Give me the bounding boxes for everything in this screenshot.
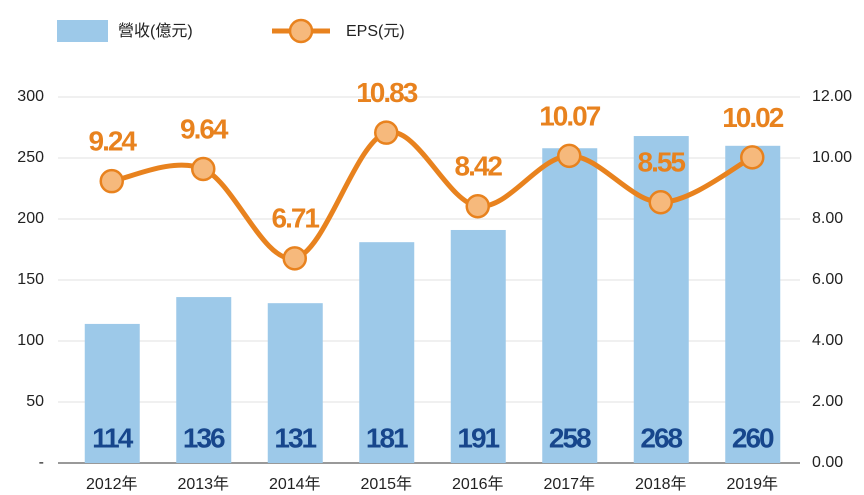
line: [111, 129, 754, 261]
y2-tick-label: 0.00: [812, 454, 843, 471]
bar-value-label: 181: [366, 422, 408, 453]
bar-value-label: 136: [183, 422, 225, 453]
point-value-label: 10.83: [356, 77, 417, 108]
y2-tick-label: 10.00: [812, 149, 852, 166]
marker: [191, 156, 216, 182]
bar: [359, 242, 415, 463]
marker: [648, 189, 673, 215]
bar: [176, 297, 232, 463]
x-tick-label: 2015年: [360, 475, 412, 493]
marker: [374, 120, 399, 145]
y2-tick-label: 4.00: [812, 332, 843, 349]
point-value-label: 10.07: [539, 100, 600, 131]
bar: [267, 303, 323, 463]
point-value-label: 9.64: [180, 113, 229, 144]
y-tick-label: -: [39, 454, 44, 471]
point-value-label: 8.55: [638, 147, 686, 178]
x-tick-label: 2018年: [635, 475, 687, 493]
y2-tick-label: 12.00: [812, 88, 852, 105]
y-tick-label: 200: [17, 210, 44, 227]
bar-value-label: 260: [732, 422, 774, 453]
legend-swatch: [57, 20, 108, 42]
marker: [99, 168, 124, 194]
point-value-label: 6.71: [272, 203, 320, 234]
point-value-label: 10.02: [722, 102, 783, 133]
marker: [740, 145, 765, 170]
marker: [465, 193, 490, 219]
legend-marker: [288, 18, 314, 44]
point-value-label: 8.42: [455, 151, 503, 182]
y2-tick-label: 2.00: [812, 393, 843, 410]
x-tick-label: 2013年: [177, 475, 229, 493]
bar-value-label: 131: [274, 422, 316, 453]
x-tick-label: 2017年: [543, 475, 595, 493]
x-tick-label: 2016年: [452, 475, 504, 493]
point-value-label: 9.24: [89, 126, 138, 157]
bar-value-label: 268: [640, 422, 682, 453]
bar: [542, 148, 598, 464]
bar: [633, 136, 689, 464]
y-tick-label: 100: [17, 332, 44, 349]
y-tick-label: 150: [17, 271, 44, 288]
x-tick-label: 2019年: [726, 475, 778, 493]
y-tick-label: 300: [17, 88, 44, 105]
marker: [557, 143, 582, 169]
y2-tick-label: 6.00: [812, 271, 843, 288]
bar-value-label: 191: [457, 422, 499, 453]
legend-label: 營收(億元): [118, 22, 193, 40]
x-tick-label: 2014年: [269, 475, 321, 493]
x-tick-label: 2012年: [86, 475, 138, 493]
bar-value-label: 114: [92, 422, 134, 453]
bar-value-label: 258: [549, 422, 591, 453]
y-tick-label: 250: [17, 149, 44, 166]
y2-tick-label: 8.00: [812, 210, 843, 227]
legend-label: EPS(元): [346, 23, 405, 40]
bar: [450, 229, 506, 463]
bar: [84, 323, 140, 463]
marker: [282, 246, 307, 271]
bar: [725, 145, 781, 464]
y-tick-label: 50: [26, 393, 44, 410]
